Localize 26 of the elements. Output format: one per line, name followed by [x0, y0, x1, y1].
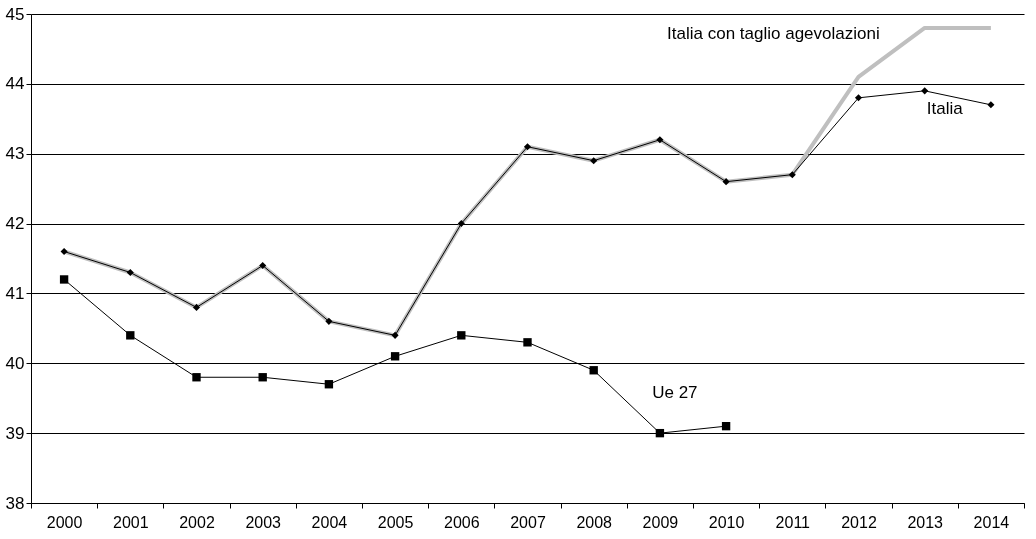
x-tick-label: 2010 [708, 513, 745, 531]
y-tick-label: 39 [5, 423, 25, 443]
x-tick-label: 2006 [444, 513, 480, 531]
x-tick-label: 2011 [775, 513, 811, 531]
x-tick-label: 2005 [377, 513, 414, 531]
y-tick-label: 44 [5, 74, 25, 94]
x-tick-label: 2002 [179, 513, 215, 531]
series-label: Italia [926, 98, 964, 118]
series-label: Ue 27 [652, 383, 698, 403]
x-tick-label: 2003 [245, 513, 282, 531]
x-tick-label: 2014 [973, 513, 1010, 531]
x-tick-label: 2008 [576, 513, 613, 531]
x-tick-label: 2009 [642, 513, 679, 531]
x-tick-label: 2013 [907, 513, 944, 531]
y-tick-label: 38 [5, 493, 25, 513]
x-tick-label: 2004 [311, 513, 348, 531]
y-tick-label: 40 [5, 353, 25, 373]
x-tick-label: 2007 [510, 513, 546, 531]
x-tick-label: 2001 [113, 513, 149, 531]
y-tick-label: 42 [5, 214, 25, 234]
x-tick-label: 2012 [841, 513, 877, 531]
series-label: Italia con taglio agevolazioni [667, 23, 880, 43]
y-tick-label: 45 [5, 4, 25, 24]
x-tick-label: 2000 [46, 513, 83, 531]
y-tick-label: 41 [5, 283, 25, 303]
y-tick-label: 43 [5, 144, 25, 164]
